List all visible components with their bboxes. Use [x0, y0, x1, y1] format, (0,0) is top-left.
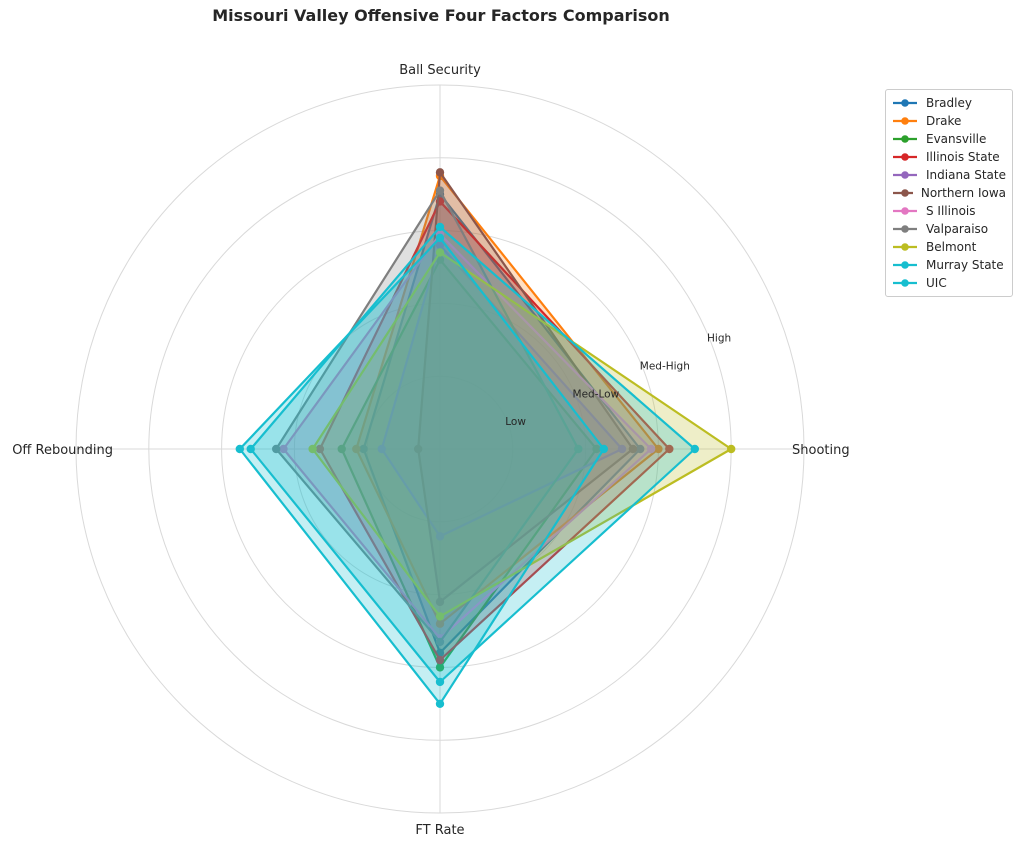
ring-label-2: Med-Low: [573, 388, 620, 400]
series-11-point-3: [235, 444, 244, 454]
ring-label-1: Low: [505, 416, 526, 428]
series-10-point-4: [435, 677, 445, 687]
series-4-point-4: [435, 655, 445, 665]
series-fill-1: [363, 194, 641, 653]
series-fill-5: [381, 245, 622, 537]
legend-label-9: Belmont: [926, 240, 977, 254]
legend-swatch-4: [893, 153, 917, 161]
legend-label-2: Drake: [926, 114, 962, 128]
labels: Shooting Ball Security Off Rebounding FT Ra…: [12, 63, 849, 838]
series-11-point-2: [435, 233, 445, 243]
series-1-point-3: [359, 444, 368, 454]
legend-swatch-3: [893, 135, 917, 143]
legend: Bradley Drake Evansville Illinois State Indi…: [885, 89, 1013, 297]
legend-item-6: Northern Iowa: [892, 184, 1006, 202]
series-8-point-4: [435, 637, 445, 647]
legend-label-11: UIC: [926, 276, 947, 290]
legend-label-6: Northern Iowa: [920, 186, 1006, 200]
series-fill-11: [239, 237, 604, 704]
series-9-point-1: [727, 444, 736, 454]
legend-label-3: Evansville: [926, 132, 987, 146]
legend-item-7: S Illinois: [892, 202, 1006, 220]
series-4-point-3: [315, 444, 325, 454]
ring-label-4: High: [707, 333, 731, 345]
series-7-point-3: [279, 444, 288, 454]
axis-label-2: Ball Security: [399, 63, 481, 78]
legend-item-8: Valparaiso: [892, 220, 1006, 238]
series-11-point-4: [435, 699, 445, 708]
series-2-point-1: [654, 444, 663, 454]
legend-swatch-6: [893, 189, 913, 197]
series-8-point-3: [272, 444, 281, 454]
axis-label-4: FT Rate: [415, 823, 464, 838]
legend-swatch-8: [893, 225, 917, 233]
series-10-point-3: [246, 444, 255, 454]
ring-label-3: Med-High: [640, 360, 690, 372]
series-1-point-1: [636, 444, 645, 454]
legend-item-10: Murray State: [892, 256, 1006, 274]
axis-label-3: Off Rebounding: [12, 443, 113, 458]
legend-swatch-5: [893, 171, 917, 179]
series-6-point-2: [435, 168, 445, 177]
series-4-point-1: [665, 444, 674, 454]
series-fill-9: [312, 252, 732, 617]
series-3-point-1: [592, 444, 601, 454]
legend-item-4: Illinois State: [892, 148, 1006, 166]
chart-title: Missouri Valley Offensive Four Factors C…: [212, 6, 670, 25]
series-9-point-4: [435, 612, 445, 621]
series-fill-7: [283, 234, 652, 639]
legend-label-5: Indiana State: [926, 168, 1006, 182]
axis-label-1: Shooting: [792, 443, 850, 458]
legend-item-9: Belmont: [892, 238, 1006, 256]
series-8-point-2: [435, 186, 445, 195]
legend-item-3: Evansville: [892, 130, 1006, 148]
legend-swatch-1: [893, 99, 917, 107]
series-3-point-4: [435, 663, 445, 672]
series-fill-8: [276, 190, 579, 642]
legend-label-7: S Illinois: [926, 204, 976, 218]
series-5-point-2: [435, 240, 445, 250]
series-6-point-3: [413, 444, 423, 454]
legend-swatch-10: [893, 261, 917, 269]
series-fill-4: [319, 201, 670, 661]
legend-item-11: UIC: [892, 274, 1006, 292]
legend-label-4: Illinois State: [926, 150, 1000, 164]
legend-swatch-11: [893, 279, 917, 287]
series-2-point-3: [352, 444, 361, 454]
series-10-point-2: [435, 222, 445, 232]
series-7-point-1: [646, 444, 656, 454]
series-3-point-3: [337, 444, 346, 454]
series-10-point-1: [690, 444, 699, 454]
series-11-point-1: [599, 444, 608, 454]
series-6-point-4: [435, 597, 445, 607]
series-layer: [235, 168, 736, 708]
series-fill-3: [341, 259, 597, 668]
legend-item-1: Bradley: [892, 94, 1006, 112]
series-5-point-1: [617, 444, 627, 454]
legend-swatch-2: [893, 117, 917, 125]
series-5-point-3: [377, 444, 386, 454]
legend-item-5: Indiana State: [892, 166, 1006, 184]
legend-swatch-7: [893, 207, 917, 215]
series-9-point-2: [435, 248, 445, 257]
series-fill-10: [250, 227, 695, 682]
radar-chart: Shooting Ball Security Off Rebounding FT Ra…: [12, 63, 849, 838]
series-9-point-3: [308, 444, 317, 454]
legend-label-1: Bradley: [926, 96, 972, 110]
legend-swatch-9: [893, 243, 917, 251]
series-6-point-1: [628, 444, 638, 454]
series-5-point-4: [435, 532, 445, 541]
legend-item-2: Drake: [892, 112, 1006, 130]
legend-label-8: Valparaiso: [926, 222, 989, 236]
series-8-point-1: [574, 444, 583, 454]
series-2-point-4: [435, 619, 445, 628]
legend-label-10: Murray State: [926, 258, 1004, 272]
